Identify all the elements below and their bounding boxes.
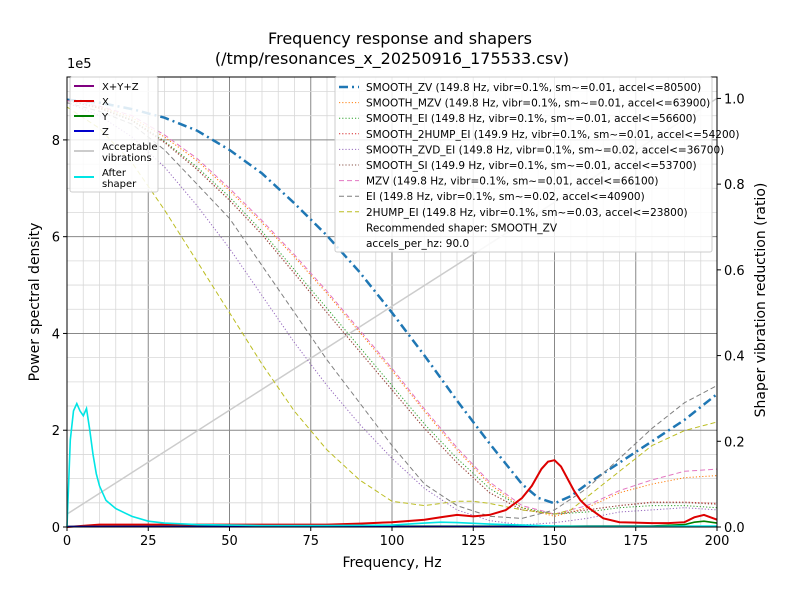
shaper-legend-box (334, 76, 713, 253)
x-tick-label: 200 (705, 534, 730, 549)
y2-tick-label: 0.0 (724, 521, 745, 536)
shaper-line-mzv (66, 100, 718, 515)
shaper-legend-label: SMOOTH_ZVD_EI (149.8 Hz, vibr=0.1%, sm~=… (366, 144, 724, 156)
psd-legend-label: X (102, 97, 109, 108)
y-tick-label: 4 (52, 327, 60, 342)
y2-tick-label: 0.8 (724, 178, 745, 193)
psd-legend-box (69, 76, 159, 193)
shaper-legend-label: Recommended shaper: SMOOTH_ZV (366, 222, 558, 234)
y-tick-label: 8 (52, 134, 60, 149)
x-tick-label: 175 (623, 534, 648, 549)
shaper-legend-label: SMOOTH_SI (149.9 Hz, vibr=0.1%, sm~=0.01… (366, 160, 697, 172)
shaper-legend-label: 2HUMP_EI (149.8 Hz, vibr=0.1%, sm~=0.03,… (366, 207, 688, 219)
x-tick-label: 25 (140, 534, 157, 549)
chart-title: Frequency response and shapers (268, 29, 532, 48)
y-tick-label: 2 (52, 424, 60, 439)
x-tick-label: 0 (63, 534, 71, 549)
y2-tick-label: 0.4 (724, 350, 745, 365)
y-tick-label: 6 (52, 231, 60, 246)
y2-tick-label: 0.2 (724, 435, 745, 450)
shaper-legend-label: MZV (149.8 Hz, vibr=0.1%, sm~=0.01, acce… (366, 176, 658, 188)
shaper-line-smooth_zv (66, 98, 718, 505)
x-tick-label: 50 (221, 534, 238, 549)
shaper-legend-label: accels_per_hz: 90.0 (366, 238, 469, 250)
shaper-line-ei (66, 102, 718, 519)
y2-axis-label: Shaper vibration reduction (ratio) (753, 183, 769, 418)
x-tick-label: 75 (302, 534, 319, 549)
shaper-line-smooth_zvd (66, 102, 718, 526)
y2-tick-label: 1.0 (724, 92, 745, 107)
shaper-line-smooth_mzv (66, 100, 718, 517)
chart-subtitle: (/tmp/resonances_x_20250916_175533.csv) (215, 49, 569, 69)
shaper-legend-label: SMOOTH_2HUMP_EI (149.9 Hz, vibr=0.1%, sm… (366, 129, 739, 141)
psd-line-x (66, 459, 718, 528)
plot-area (66, 97, 718, 528)
shaper-legend-label: EI (149.8 Hz, vibr=0.1%, sm~=0.02, accel… (366, 191, 645, 203)
x-tick-label: 100 (380, 534, 405, 549)
psd-legend-label: shaper (102, 179, 137, 190)
psd-legend-label: Z (102, 127, 109, 138)
x-tick-label: 125 (461, 534, 486, 549)
y2-tick-label: 0.6 (724, 264, 745, 279)
psd-legend-label: vibrations (102, 153, 152, 164)
psd-legend-label: Y (101, 112, 109, 123)
shaper-line-hump2 (66, 106, 718, 515)
shaper-legend-label: SMOOTH_MZV (149.8 Hz, vibr=0.1%, sm~=0.0… (366, 98, 710, 110)
shaper-legend-label: SMOOTH_EI (149.8 Hz, vibr=0.1%, sm~=0.01… (366, 113, 697, 125)
psd-legend-label: X+Y+Z (102, 82, 139, 93)
psd-line-after (66, 401, 717, 528)
psd-legend-label: After (102, 168, 127, 179)
y-offset-text: 1e5 (67, 57, 92, 72)
x-axis-label: Frequency, Hz (342, 555, 441, 571)
shaper-legend: SMOOTH_ZV (149.8 Hz, vibr=0.1%, sm~=0.01… (334, 76, 739, 253)
psd-legend-label: Acceptable (102, 142, 158, 153)
shaper-legend-label: SMOOTH_ZV (149.8 Hz, vibr=0.1%, sm~=0.01… (366, 82, 701, 94)
x-tick-label: 150 (542, 534, 567, 549)
axes: 0 25 50 75 100 125 150 175 200 0 2 4 6 8 0.0 0.2 0.4 0.6 0… (52, 92, 745, 549)
y-axis-label: Power spectral density (27, 223, 43, 382)
y-tick-label: 0 (52, 521, 60, 536)
